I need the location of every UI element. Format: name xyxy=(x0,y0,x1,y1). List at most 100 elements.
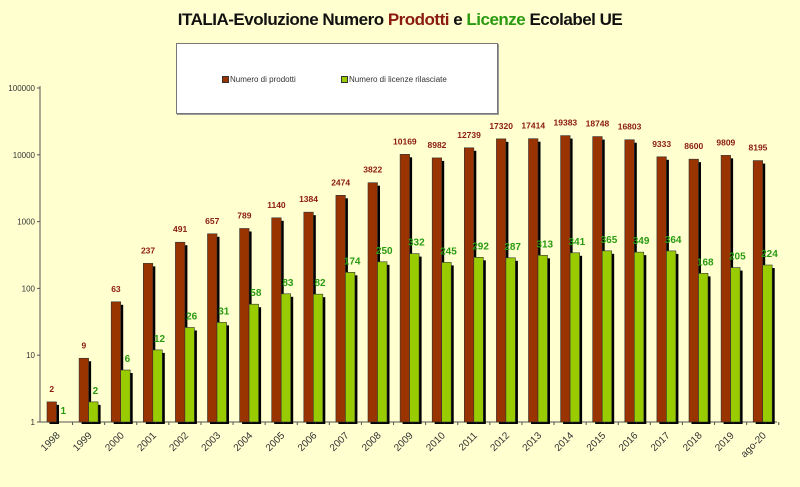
bar-licenze xyxy=(248,303,259,423)
bar-prodotti xyxy=(431,157,443,423)
data-label-prodotti: 9809 xyxy=(716,137,735,147)
bar-prodotti xyxy=(752,160,764,423)
bar-prodotti xyxy=(688,158,699,423)
y-tick-label: 100000 xyxy=(8,84,35,93)
bar-prodotti xyxy=(143,263,154,423)
legend-label: Numero di licenze rilasciate xyxy=(349,75,447,84)
data-label-prodotti: 2 xyxy=(49,384,54,394)
data-label-prodotti: 18748 xyxy=(586,119,610,129)
data-label-prodotti: 8982 xyxy=(427,140,446,150)
x-tick-label: 2016 xyxy=(617,430,641,454)
legend xyxy=(176,43,498,114)
data-label-prodotti: 8600 xyxy=(684,141,703,151)
data-label-licenze: 292 xyxy=(472,241,489,252)
bar-prodotti xyxy=(303,211,314,423)
data-label-prodotti: 10169 xyxy=(393,136,417,146)
data-label-licenze: 287 xyxy=(504,242,521,253)
x-tick-label: 2001 xyxy=(135,430,159,454)
bar-licenze xyxy=(441,262,452,423)
data-label-licenze: 83 xyxy=(282,278,294,289)
data-label-prodotti: 789 xyxy=(237,210,251,220)
bar-prodotti xyxy=(46,401,57,423)
data-label-prodotti: 16803 xyxy=(618,122,642,132)
x-tick-label: 1999 xyxy=(71,430,95,454)
bar-prodotti xyxy=(367,182,378,423)
bar-licenze xyxy=(409,253,420,423)
x-tick-label: 2004 xyxy=(232,430,256,454)
y-tick-label: 10 xyxy=(26,351,35,360)
data-label-licenze: 1 xyxy=(60,406,66,417)
data-label-licenze: 174 xyxy=(344,256,361,267)
bar-licenze xyxy=(505,257,516,423)
data-label-licenze: 6 xyxy=(125,354,131,365)
data-label-prodotti: 12739 xyxy=(457,130,481,140)
bar-prodotti xyxy=(560,135,571,423)
data-label-licenze: 332 xyxy=(408,238,425,249)
x-tick-label: 2018 xyxy=(681,430,705,454)
y-tick-label: 100 xyxy=(22,284,36,293)
data-label-licenze: 341 xyxy=(569,237,586,248)
bar-licenze xyxy=(88,401,99,423)
data-label-licenze: 250 xyxy=(376,246,393,257)
x-tick-label: 2012 xyxy=(489,430,513,454)
bar-licenze xyxy=(377,261,388,423)
bar-prodotti xyxy=(624,139,635,423)
data-label-licenze: 168 xyxy=(697,257,714,268)
data-label-prodotti: 237 xyxy=(141,245,155,255)
x-tick-label: 2009 xyxy=(392,430,416,454)
data-label-licenze: 31 xyxy=(218,306,230,317)
bar-prodotti xyxy=(463,147,475,423)
bar-licenze xyxy=(473,257,484,423)
bar-licenze xyxy=(601,250,613,423)
bar-prodotti xyxy=(496,138,507,423)
data-label-prodotti: 8195 xyxy=(748,143,767,153)
bar-prodotti xyxy=(78,357,89,423)
data-label-licenze: 205 xyxy=(729,252,746,263)
data-label-prodotti: 491 xyxy=(173,224,187,234)
bar-prodotti xyxy=(720,155,731,423)
legend-item-prodotti: Numero di prodotti xyxy=(222,75,296,84)
data-label-prodotti: 17320 xyxy=(489,121,513,131)
data-label-prodotti: 1140 xyxy=(267,200,286,210)
x-tick-label: 2006 xyxy=(296,430,320,454)
x-tick-label: 2005 xyxy=(264,430,288,454)
x-tick-label: 2015 xyxy=(585,430,609,454)
x-tick-label: 2013 xyxy=(521,430,545,454)
bar-licenze xyxy=(120,369,131,423)
data-label-licenze: 12 xyxy=(154,334,166,345)
x-tick-label: 2002 xyxy=(168,430,192,454)
bar-licenze xyxy=(184,327,195,423)
x-tick-label: 2003 xyxy=(200,430,224,454)
y-tick-label: 1000 xyxy=(17,218,35,227)
bar-prodotti xyxy=(207,233,218,423)
data-label-prodotti: 3822 xyxy=(363,165,382,175)
data-label-licenze: 365 xyxy=(601,235,618,246)
bar-licenze xyxy=(280,293,292,423)
bar-licenze xyxy=(633,251,645,423)
data-label-prodotti: 2474 xyxy=(331,177,350,187)
data-label-prodotti: 9333 xyxy=(652,139,671,149)
data-label-licenze: 313 xyxy=(536,239,553,250)
legend-item-licenze: Numero di licenze rilasciate xyxy=(341,75,447,84)
bar-licenze xyxy=(152,349,163,423)
bar-prodotti xyxy=(110,301,121,423)
data-label-licenze: 245 xyxy=(440,246,457,257)
data-label-licenze: 349 xyxy=(633,236,650,247)
data-label-licenze: 26 xyxy=(186,311,198,322)
chart-title: ITALIA-Evoluzione Numero Prodotti e Lice… xyxy=(177,10,623,29)
data-label-prodotti: 657 xyxy=(205,216,219,226)
x-tick-label: 2008 xyxy=(360,430,384,454)
x-tick-label: 2007 xyxy=(328,430,352,454)
bar-prodotti xyxy=(528,138,539,423)
x-tick-label: 2014 xyxy=(553,430,577,454)
bar-prodotti xyxy=(271,217,282,423)
y-tick-label: 10000 xyxy=(13,151,36,160)
x-tick-label: 2000 xyxy=(103,430,127,454)
x-tick-label: 2017 xyxy=(649,430,673,454)
data-label-licenze: 364 xyxy=(665,235,682,246)
x-tick-label: 2011 xyxy=(457,430,480,453)
bar-prodotti xyxy=(239,228,250,423)
data-label-prodotti: 1384 xyxy=(299,194,318,204)
